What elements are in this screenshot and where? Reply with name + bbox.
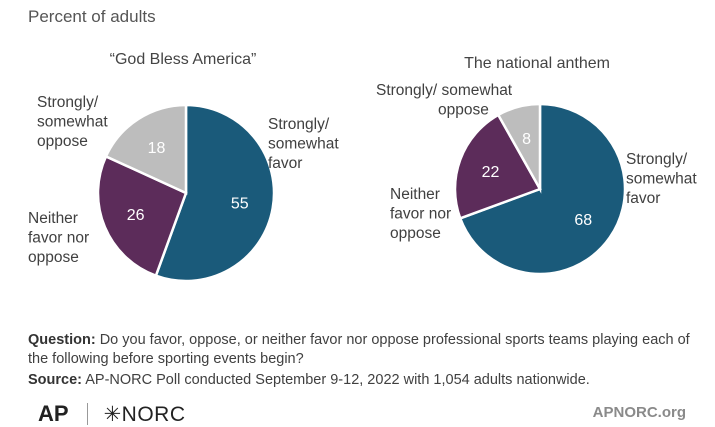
logo-divider xyxy=(86,403,88,425)
pie-slice xyxy=(154,103,276,283)
source-note: Source: AP-NORC Poll conducted September… xyxy=(28,371,698,390)
site-link[interactable]: APNORC.org xyxy=(592,404,686,421)
slice-value-label: 22 xyxy=(482,164,500,181)
slice-category-label: Strongly/ somewhat oppose xyxy=(376,82,513,119)
pie-slice xyxy=(96,154,188,278)
slice-value-label: 8 xyxy=(522,131,531,148)
pie-chart-national-anthem: The national anthem 68 Strongly/somewhat fa… xyxy=(376,55,697,276)
question-label: Question: xyxy=(28,332,96,348)
slice-value-label: 55 xyxy=(231,195,249,212)
norc-logo: ✳NORC xyxy=(103,402,186,426)
pie-slice xyxy=(458,102,627,276)
pie-charts: “God Bless America” 55 Strongly/somewhat fa… xyxy=(28,51,697,283)
slice-value-label: 26 xyxy=(127,207,145,224)
source-text: AP-NORC Poll conducted September 9-12, 2… xyxy=(85,372,590,388)
pie-title: “God Bless America” xyxy=(110,51,257,68)
slice-value-label: 68 xyxy=(574,212,592,229)
logo-row: AP ✳NORC xyxy=(38,401,186,426)
pie-slice xyxy=(104,103,188,195)
pie-chart-god-bless-america: “God Bless America” 55 Strongly/somewhat fa… xyxy=(28,51,339,283)
pie-title: The national anthem xyxy=(464,55,610,72)
ap-logo: AP xyxy=(38,401,69,426)
question-text: Do you favor, oppose, or neither favor n… xyxy=(28,332,690,367)
pie-slice xyxy=(453,113,542,220)
chart-subtitle: Percent of adults xyxy=(28,7,156,26)
slice-category-label: Strongly/somewhat favor xyxy=(626,151,697,207)
slice-category-label: Strongly/somewhat oppose xyxy=(37,94,108,150)
slice-category-label: Neither favor nor oppose xyxy=(28,210,89,266)
pie-slice xyxy=(496,102,542,194)
slice-value-label: 18 xyxy=(148,140,166,157)
slice-category-label: Neither favor nor oppose xyxy=(390,186,451,242)
source-label: Source: xyxy=(28,372,82,388)
question-note: Question: Do you favor, oppose, or neith… xyxy=(28,331,698,369)
slice-category-label: Strongly/somewhat favor xyxy=(268,116,339,172)
